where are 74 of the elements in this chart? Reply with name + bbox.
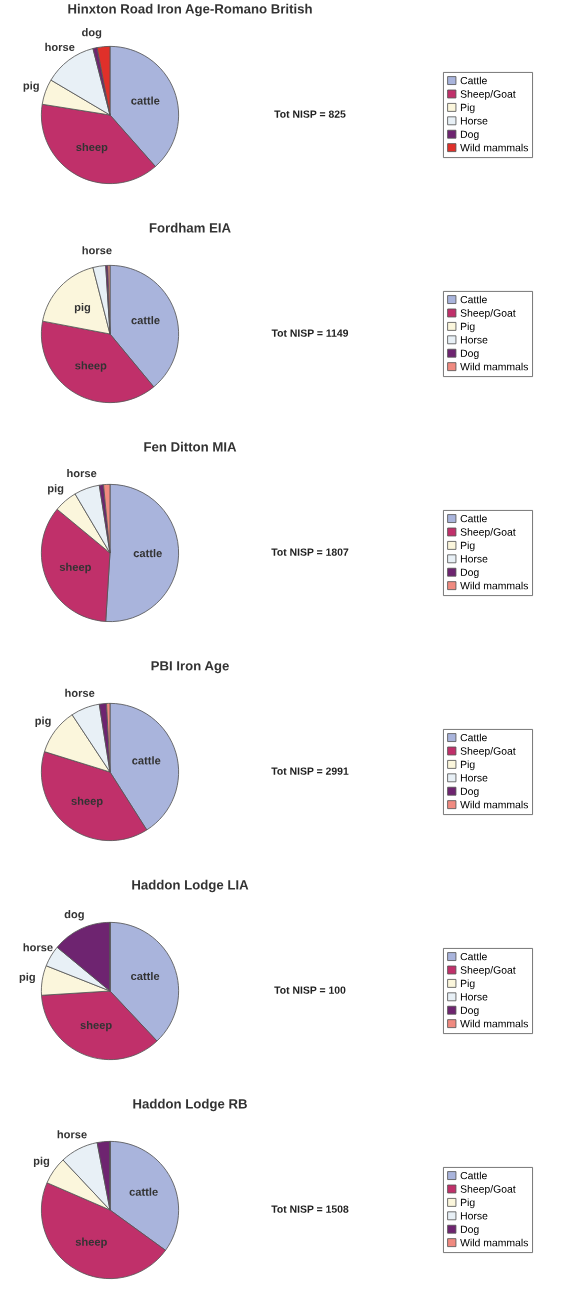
text: pig [19, 972, 35, 984]
legend-label: Wild mammals [460, 362, 529, 371]
legend-label: Cattle [460, 733, 487, 742]
legend-label: Cattle [460, 952, 487, 961]
legend-label: Pig [460, 103, 475, 114]
legend-label: Dog [460, 787, 479, 797]
chart-title: PBI Iron Age [151, 661, 229, 674]
legend-label: Dog [460, 1006, 479, 1016]
chart-title: Hinxton Road Iron Age-Romano British [68, 3, 312, 17]
text: sheep [59, 562, 91, 574]
text: horse [65, 688, 95, 697]
text: sheep [75, 361, 107, 372]
legend-label: Horse [460, 117, 488, 125]
legend-label: Sheep/Goat [460, 309, 516, 319]
chart-title: Fordham EIA [149, 222, 231, 233]
legend-label: Cattle [460, 295, 487, 304]
text: cattle [131, 96, 160, 105]
text: dog [82, 28, 102, 39]
legend-label: Sheep/Goat [460, 747, 516, 757]
text: pig [23, 81, 39, 92]
text: sheep [76, 142, 108, 154]
legend-label: Horse [460, 1212, 488, 1220]
text: cattle [132, 756, 161, 765]
legend-label: Cattle [460, 514, 487, 523]
legend-label: Dog [460, 130, 479, 140]
text: sheep [75, 1237, 107, 1248]
text: Tot NISP = 1807 [271, 548, 349, 556]
legend-label: Sheep/Goat [460, 966, 516, 976]
text: horse [67, 469, 97, 478]
chart-title: Haddon Lodge LIA [132, 879, 249, 893]
text: horse [82, 246, 112, 255]
legend-label: Sheep/Goat [460, 90, 516, 100]
text: horse [57, 1130, 87, 1139]
legend-label: Pig [460, 760, 475, 771]
text: cattle [133, 549, 162, 558]
text: cattle [131, 971, 160, 981]
text: sheep [71, 796, 103, 808]
text: cattle [129, 1187, 158, 1196]
legend-label: Wild mammals [460, 1019, 529, 1028]
text: sheep [80, 1020, 112, 1032]
legend-label: Wild mammals [460, 800, 529, 809]
chart-title: Haddon Lodge RB [133, 1098, 247, 1112]
text: horse [45, 42, 75, 52]
legend-label: Horse [460, 555, 488, 563]
chart-title: Fen Ditton MIA [144, 441, 237, 452]
legend-label: Horse [460, 993, 488, 1001]
text: pig [74, 302, 91, 314]
legend-label: Wild mammals [460, 143, 529, 152]
text: pig [33, 1156, 50, 1168]
legend-label: Wild mammals [460, 1238, 529, 1247]
legend-label: Sheep/Goat [460, 528, 516, 538]
legend-label: Pig [460, 541, 475, 552]
legend-label: Horse [460, 336, 488, 344]
legend-label: Cattle [460, 76, 487, 85]
legend-label: Cattle [460, 1171, 487, 1180]
text: dog [64, 910, 84, 921]
text: Tot NISP = 1508 [271, 1205, 349, 1213]
legend-label: Pig [460, 979, 475, 990]
text: cattle [131, 316, 160, 325]
text: Tot NISP = 2991 [271, 767, 349, 775]
legend-label: Dog [460, 349, 479, 359]
text: Tot NISP = 825 [274, 110, 346, 118]
legend-label: Pig [460, 322, 475, 333]
text: pig [35, 716, 51, 727]
text: Tot NISP = 1149 [271, 329, 349, 337]
legend-label: Dog [460, 1225, 479, 1235]
legend-label: Horse [460, 774, 488, 782]
text: pig [48, 484, 64, 495]
legend-label: Dog [460, 568, 479, 578]
text: horse [23, 943, 53, 952]
text: Tot NISP = 100 [274, 986, 346, 994]
legend-label: Sheep/Goat [460, 1185, 516, 1195]
legend-label: Pig [460, 1198, 475, 1209]
legend-label: Wild mammals [460, 581, 529, 590]
